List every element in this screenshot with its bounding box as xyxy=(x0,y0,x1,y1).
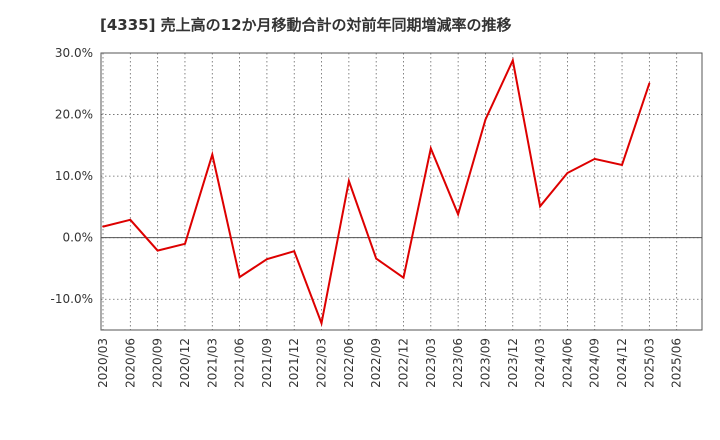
x-tick-label: 2022/03 xyxy=(315,338,329,388)
x-tick-label: 2024/03 xyxy=(533,338,547,388)
y-tick-label: 20.0% xyxy=(55,108,93,122)
x-tick-label: 2025/06 xyxy=(670,338,684,388)
data-point xyxy=(129,219,132,221)
data-point xyxy=(457,213,459,216)
data-point xyxy=(238,276,241,278)
x-tick-label: 2024/12 xyxy=(615,338,629,388)
data-point xyxy=(484,118,487,121)
x-tick-label: 2022/06 xyxy=(342,338,356,388)
x-tick-label: 2023/09 xyxy=(478,338,492,388)
data-point xyxy=(184,243,186,245)
x-tick-label: 2025/03 xyxy=(642,338,656,388)
data-point xyxy=(566,172,569,174)
x-tick-label: 2020/09 xyxy=(151,338,165,388)
x-tick-label: 2022/09 xyxy=(369,338,383,388)
data-point xyxy=(156,249,159,252)
x-tick-label: 2021/12 xyxy=(287,338,301,388)
data-point xyxy=(648,82,651,84)
data-point xyxy=(402,276,405,279)
y-tick-label: -10.0% xyxy=(51,292,93,306)
x-tick-label: 2021/09 xyxy=(260,338,274,388)
data-point xyxy=(348,180,350,182)
data-point xyxy=(320,322,323,325)
data-point xyxy=(211,153,214,156)
x-tick-label: 2021/03 xyxy=(205,338,219,388)
y-tick-label: 0.0% xyxy=(63,231,94,245)
data-point xyxy=(511,59,514,62)
x-tick-label: 2023/12 xyxy=(506,338,520,388)
data-point xyxy=(621,164,623,166)
x-tick-labels: 2020/03 2020/06 2020/09 2020/12 2021/03 2021/… xyxy=(96,338,684,388)
data-point xyxy=(293,250,296,253)
plot-frame xyxy=(100,52,703,331)
x-tick-label: 2020/12 xyxy=(178,338,192,388)
plot-background xyxy=(101,53,702,330)
data-point xyxy=(266,258,268,261)
x-tick-label: 2022/12 xyxy=(397,338,411,388)
x-tick-label: 2024/06 xyxy=(560,338,574,388)
x-tick-label: 2023/06 xyxy=(451,338,465,388)
data-point xyxy=(375,257,377,260)
x-tick-label: 2020/06 xyxy=(123,338,137,388)
data-point xyxy=(430,147,432,150)
data-point xyxy=(102,225,104,228)
chart-title: [4335] 売上高の12か月移動合計の対前年同期増減率の推移 xyxy=(100,16,512,34)
data-point xyxy=(593,158,596,160)
data-point xyxy=(539,205,541,208)
y-tick-label: 30.0% xyxy=(55,46,93,60)
x-tick-label: 2020/03 xyxy=(96,338,110,388)
y-tick-label: 10.0% xyxy=(55,169,93,183)
axis-layer xyxy=(100,52,703,331)
x-tick-label: 2021/06 xyxy=(233,338,247,388)
series-layer xyxy=(102,57,651,327)
x-tick-label: 2023/03 xyxy=(424,338,438,388)
y-tick-labels: -10.0% 0.0% 10.0% 20.0% 30.0% xyxy=(51,46,93,306)
x-tick-label: 2024/09 xyxy=(588,338,602,388)
